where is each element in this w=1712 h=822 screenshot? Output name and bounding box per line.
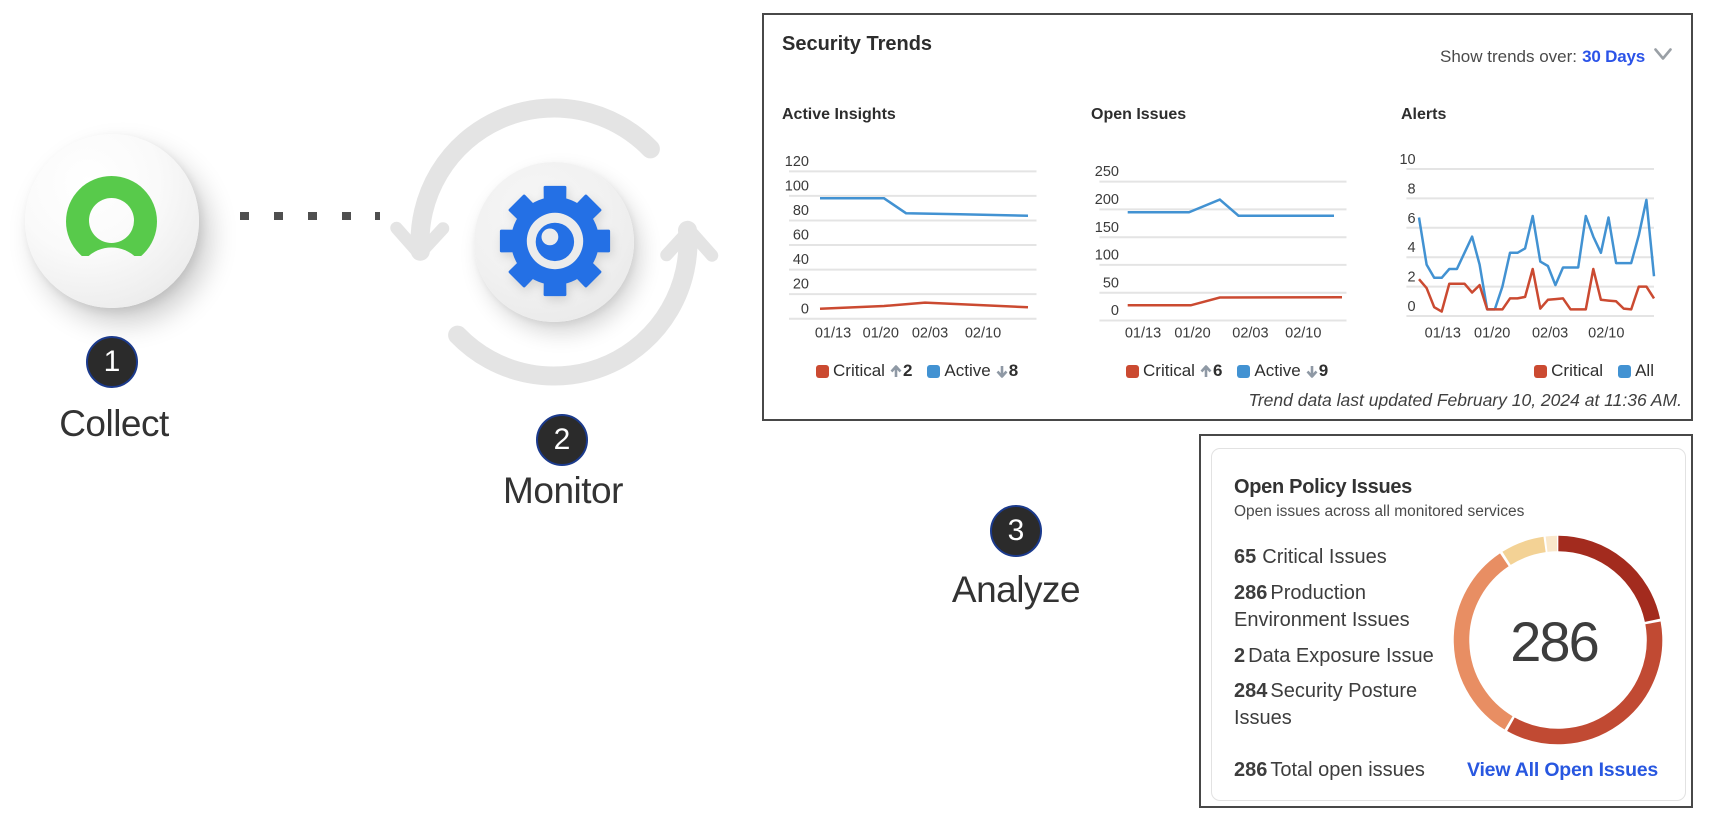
svg-text:0: 0: [1111, 303, 1119, 319]
svg-text:01/13: 01/13: [1425, 326, 1461, 342]
svg-text:200: 200: [1095, 192, 1119, 208]
svg-text:250: 250: [1095, 164, 1119, 180]
svg-text:0: 0: [801, 301, 809, 317]
svg-text:01/20: 01/20: [1174, 326, 1210, 342]
svg-text:02/03: 02/03: [912, 326, 948, 342]
svg-text:01/20: 01/20: [1474, 326, 1510, 342]
svg-text:02/10: 02/10: [1285, 326, 1321, 342]
svg-text:40: 40: [793, 252, 809, 268]
svg-text:02/10: 02/10: [965, 326, 1001, 342]
svg-text:01/20: 01/20: [863, 326, 899, 342]
svg-text:6: 6: [1408, 211, 1416, 227]
svg-text:100: 100: [1095, 248, 1119, 264]
svg-text:02/03: 02/03: [1532, 326, 1568, 342]
svg-text:150: 150: [1095, 220, 1119, 236]
svg-text:10: 10: [1399, 152, 1415, 168]
svg-text:100: 100: [785, 179, 809, 195]
svg-text:20: 20: [793, 277, 809, 293]
svg-text:2: 2: [1408, 270, 1416, 286]
svg-text:0: 0: [1408, 299, 1416, 315]
svg-text:02/10: 02/10: [1588, 326, 1624, 342]
svg-text:50: 50: [1103, 275, 1119, 291]
svg-text:8: 8: [1408, 181, 1416, 197]
svg-text:60: 60: [793, 228, 809, 244]
svg-text:02/03: 02/03: [1232, 326, 1268, 342]
svg-text:01/13: 01/13: [1125, 326, 1161, 342]
svg-text:120: 120: [785, 154, 809, 170]
svg-text:01/13: 01/13: [815, 326, 851, 342]
svg-text:4: 4: [1408, 240, 1416, 256]
svg-text:80: 80: [793, 203, 809, 219]
